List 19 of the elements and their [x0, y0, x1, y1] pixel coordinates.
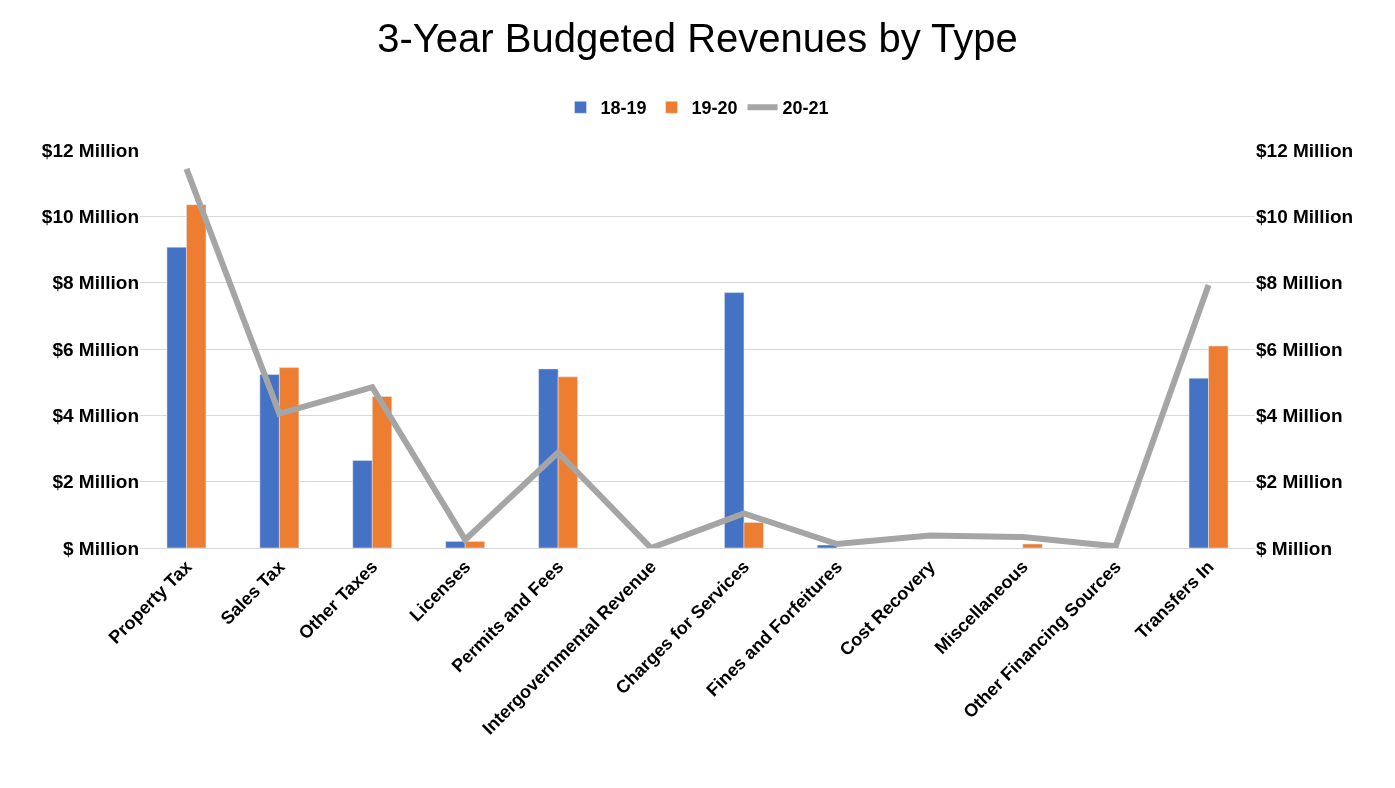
chart-title: 3-Year Budgeted Revenues by Type	[377, 15, 1018, 60]
y-tick-label: $12 Million	[41, 139, 139, 161]
y-tick-label: $ Million	[63, 537, 139, 559]
legend-label: 19-20	[691, 98, 738, 119]
y-tick-label: $10 Million	[41, 205, 139, 227]
y2-tick-label: $2 Million	[1256, 471, 1343, 493]
bar	[1022, 543, 1043, 548]
y2-tick-label: $10 Million	[1256, 205, 1354, 227]
y2-tick-label: $4 Million	[1256, 404, 1343, 426]
y-tick-label: $8 Million	[52, 272, 139, 294]
y-tick-label: $4 Million	[52, 404, 139, 426]
y-tick-label: $6 Million	[52, 338, 139, 360]
y2-tick-label: $8 Million	[1256, 272, 1343, 294]
y-tick-label: $2 Million	[52, 471, 139, 493]
legend-label: 20-21	[782, 98, 829, 119]
y2-tick-label: $6 Million	[1256, 338, 1343, 360]
legend-label: 18-19	[600, 98, 647, 119]
y2-tick-label: $12 Million	[1256, 139, 1354, 161]
y2-tick-label: $ Million	[1256, 537, 1332, 559]
